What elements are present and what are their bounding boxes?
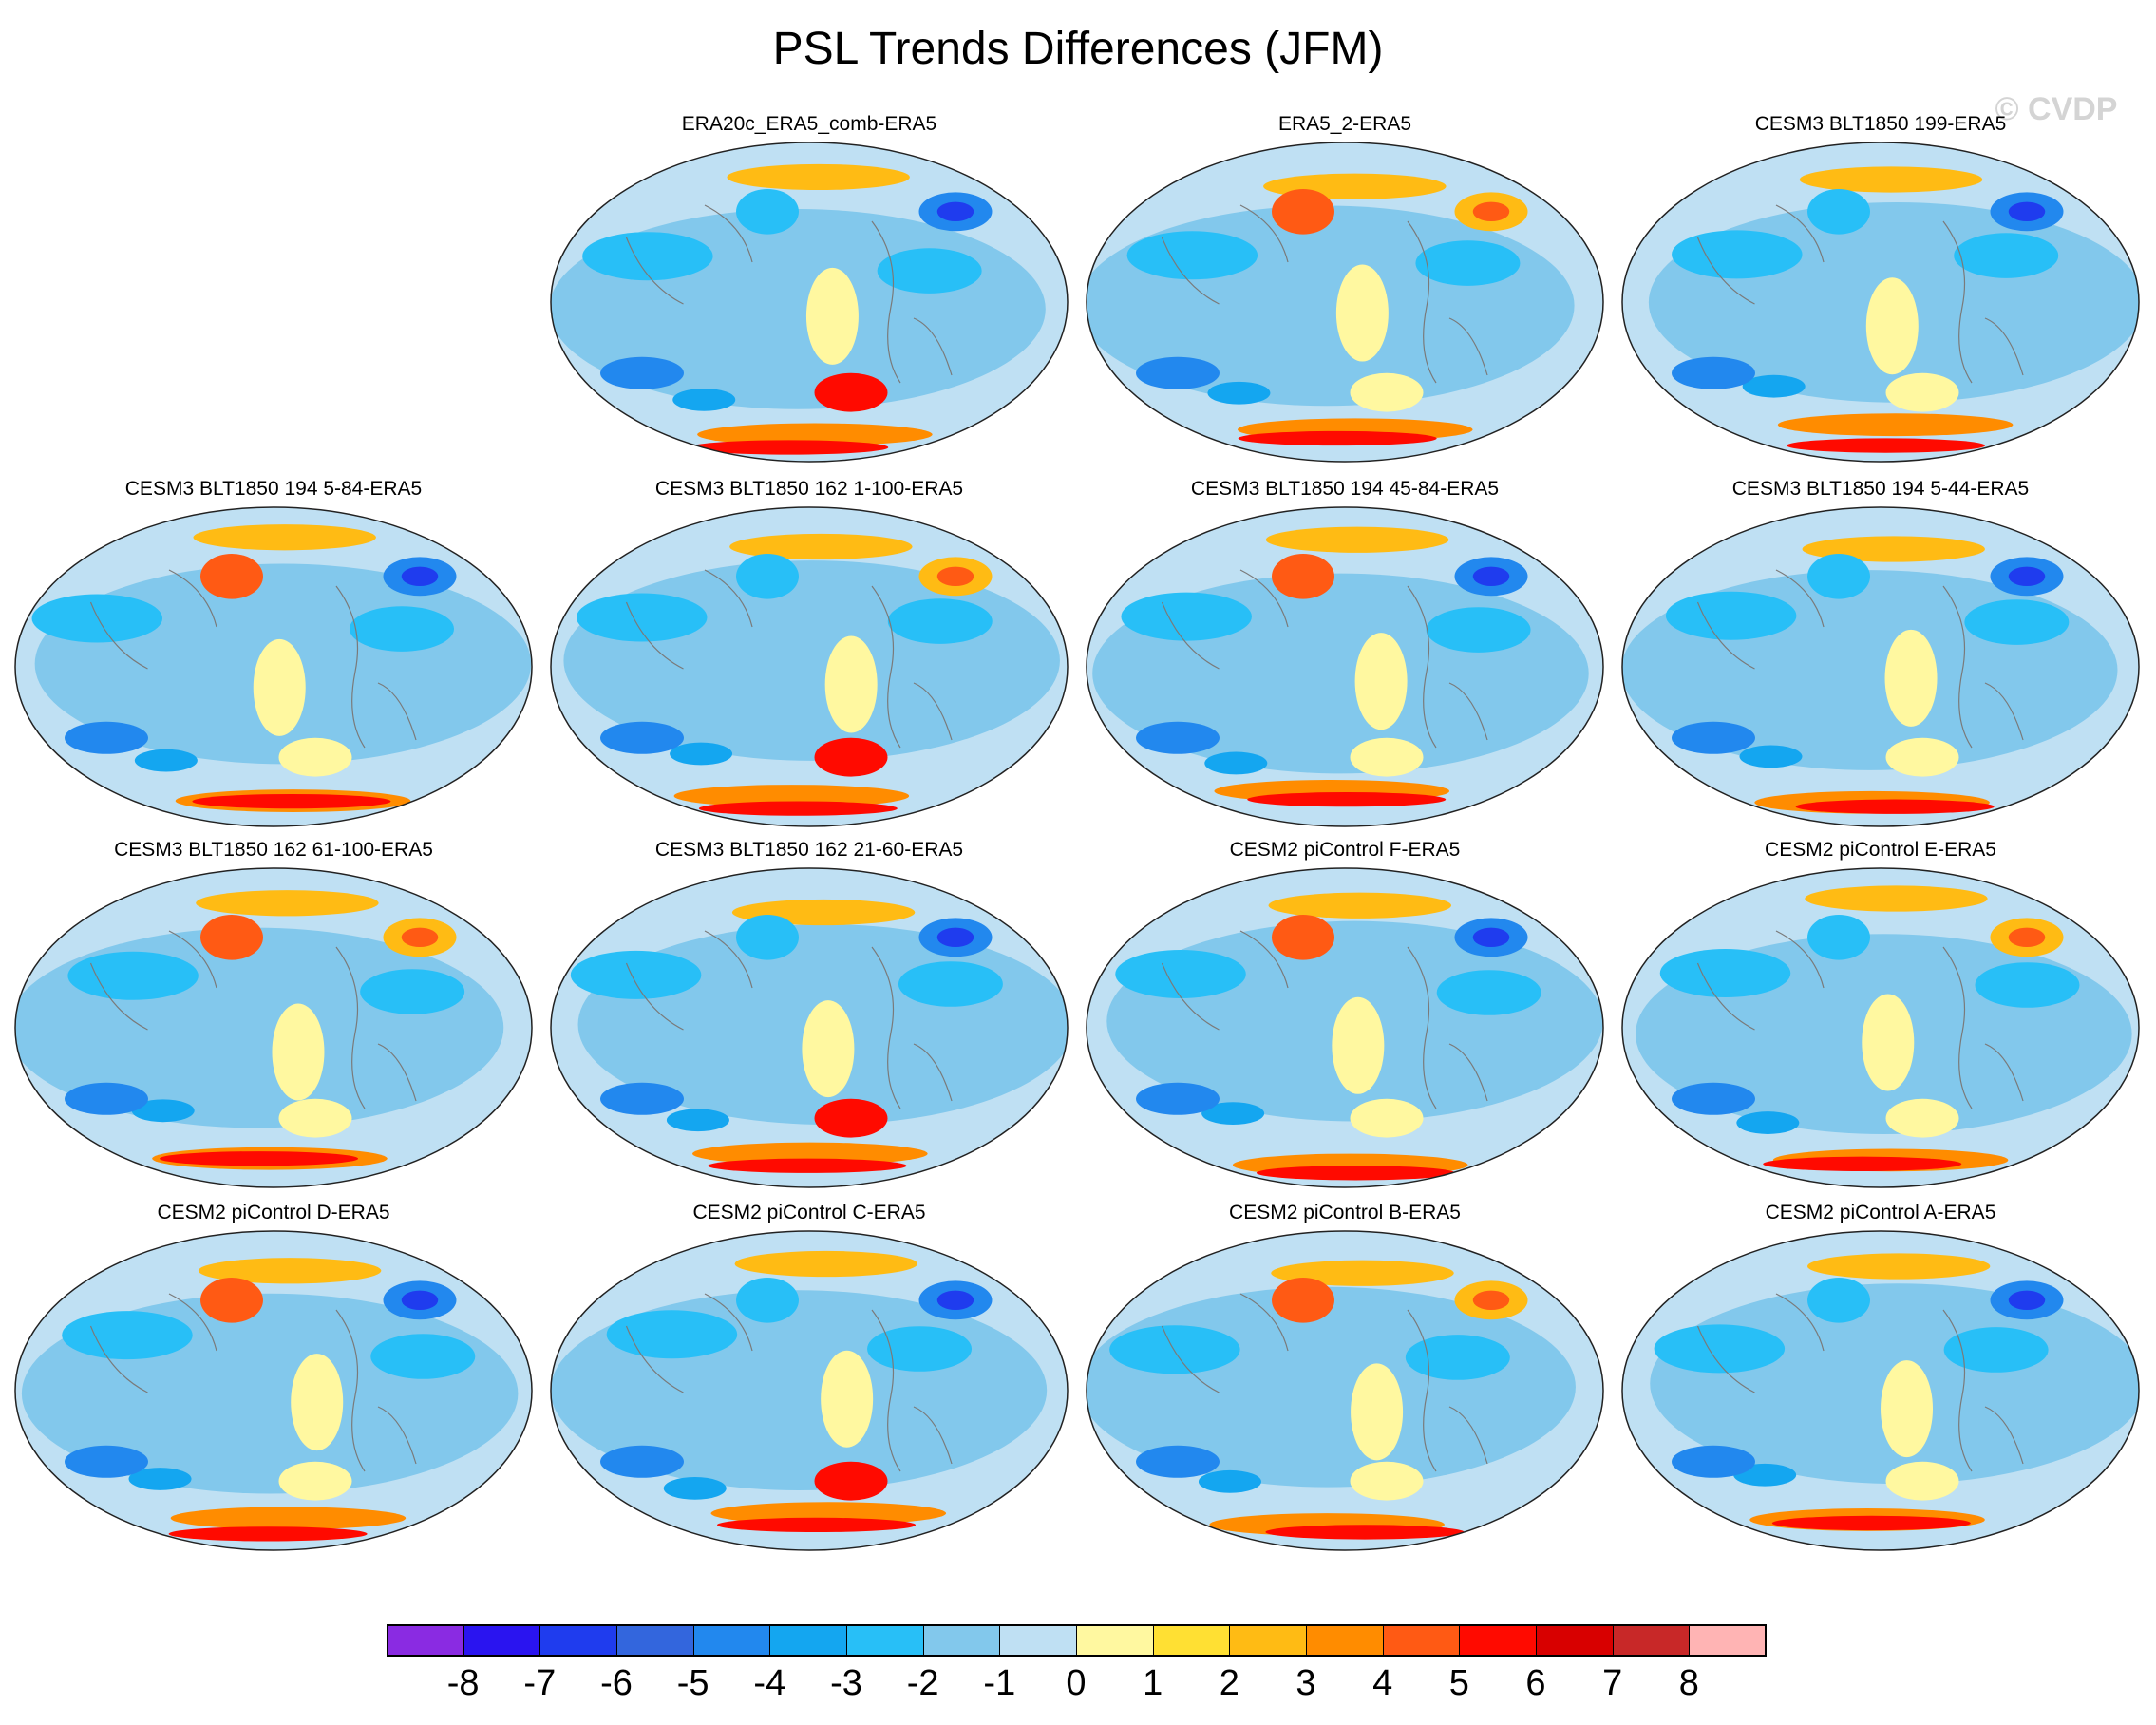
- panel-title: CESM3 BLT1850 194 5-44-ERA5: [1731, 478, 2030, 500]
- panel-title: ERA5_2-ERA5: [1277, 113, 1412, 135]
- colorbar-tick-label: 6: [1525, 1663, 1546, 1703]
- robinson-map: [1086, 142, 1604, 463]
- colorbar-swatch: [769, 1624, 847, 1657]
- colorbar-tick-label: -4: [753, 1663, 786, 1703]
- panel-title: CESM2 piControl D-ERA5: [157, 1202, 390, 1223]
- robinson-map: [1086, 1230, 1604, 1551]
- map-panel: CESM3 BLT1850 194 5-84-ERA5: [8, 477, 539, 828]
- map-panel: CESM3 BLT1850 194 5-44-ERA5: [1615, 477, 2147, 828]
- colorbar-tick-label: -2: [906, 1663, 939, 1703]
- robinson-map: [1621, 867, 2140, 1188]
- map-panel: CESM3 BLT1850 199-ERA5: [1615, 112, 2147, 464]
- colorbar-swatch: [1152, 1624, 1231, 1657]
- colorbar-swatch: [922, 1624, 1001, 1657]
- colorbar-swatch: [846, 1624, 924, 1657]
- colorbar-swatch: [387, 1624, 464, 1657]
- panel-title: CESM3 BLT1850 194 5-84-ERA5: [124, 478, 423, 500]
- colorbar-tick-label: 5: [1448, 1663, 1469, 1703]
- colorbar-tick-label: -7: [523, 1663, 557, 1703]
- robinson-map: [1086, 506, 1604, 827]
- map-panel: ERA20c_ERA5_comb-ERA5: [543, 112, 1075, 464]
- colorbar-tick-label: 0: [1066, 1663, 1087, 1703]
- robinson-map: [1621, 142, 2140, 463]
- map-panel: CESM2 piControl B-ERA5: [1079, 1201, 1611, 1552]
- robinson-map: [550, 867, 1069, 1188]
- robinson-map: [550, 506, 1069, 827]
- map-panel: CESM2 piControl A-ERA5: [1615, 1201, 2147, 1552]
- colorbar: [387, 1624, 1767, 1659]
- colorbar-tick-label: 4: [1372, 1663, 1393, 1703]
- colorbar-tick-label: -1: [983, 1663, 1016, 1703]
- colorbar-tick-label: 8: [1678, 1663, 1699, 1703]
- robinson-map: [1086, 867, 1604, 1188]
- colorbar-tick-label: -6: [600, 1663, 633, 1703]
- panel-title: CESM3 BLT1850 162 61-100-ERA5: [114, 839, 433, 861]
- panel-title: CESM2 piControl A-ERA5: [1765, 1202, 1996, 1223]
- colorbar-swatch: [1689, 1624, 1767, 1657]
- map-panel: CESM3 BLT1850 162 61-100-ERA5: [8, 838, 539, 1189]
- panel-title: ERA20c_ERA5_comb-ERA5: [681, 113, 937, 135]
- panel-title: CESM3 BLT1850 162 21-60-ERA5: [654, 839, 964, 861]
- colorbar-tick-label: 3: [1295, 1663, 1316, 1703]
- map-panel: CESM3 BLT1850 162 1-100-ERA5: [543, 477, 1075, 828]
- colorbar-tick-label: -5: [676, 1663, 709, 1703]
- panel-title: CESM2 piControl F-ERA5: [1229, 839, 1461, 861]
- robinson-map: [550, 1230, 1069, 1551]
- map-panel: CESM2 piControl C-ERA5: [543, 1201, 1075, 1552]
- map-panel: CESM2 piControl F-ERA5: [1079, 838, 1611, 1189]
- robinson-map: [550, 142, 1069, 463]
- map-panel: CESM3 BLT1850 162 21-60-ERA5: [543, 838, 1075, 1189]
- map-panel: CESM2 piControl E-ERA5: [1615, 838, 2147, 1189]
- colorbar-swatch: [616, 1624, 694, 1657]
- panel-title: CESM3 BLT1850 199-ERA5: [1754, 113, 2007, 135]
- panel-title: CESM2 piControl C-ERA5: [692, 1202, 926, 1223]
- robinson-map: [14, 506, 533, 827]
- panel-title: CESM3 BLT1850 162 1-100-ERA5: [654, 478, 964, 500]
- watermark: © CVDP: [1995, 91, 2118, 127]
- panel-title: CESM2 piControl E-ERA5: [1765, 839, 1996, 861]
- colorbar-swatch: [692, 1624, 771, 1657]
- colorbar-swatch: [1306, 1624, 1384, 1657]
- robinson-map: [1621, 1230, 2140, 1551]
- colorbar-tick-label: 7: [1602, 1663, 1623, 1703]
- colorbar-tick-label: 2: [1219, 1663, 1239, 1703]
- colorbar-swatch: [539, 1624, 617, 1657]
- robinson-map: [14, 867, 533, 1188]
- map-panel: CESM3 BLT1850 194 45-84-ERA5: [1079, 477, 1611, 828]
- figure-title: PSL Trends Differences (JFM): [772, 24, 1384, 74]
- colorbar-swatch: [999, 1624, 1077, 1657]
- map-panel: CESM2 piControl D-ERA5: [8, 1201, 539, 1552]
- colorbar-tick-label: 1: [1143, 1663, 1163, 1703]
- colorbar-swatch: [1229, 1624, 1307, 1657]
- colorbar-swatch: [1612, 1624, 1691, 1657]
- colorbar-swatch: [1459, 1624, 1537, 1657]
- panel-title: CESM2 piControl B-ERA5: [1229, 1202, 1461, 1223]
- map-panel: ERA5_2-ERA5: [1079, 112, 1611, 464]
- colorbar-swatch: [1536, 1624, 1614, 1657]
- colorbar-tick-label: -3: [830, 1663, 862, 1703]
- robinson-map: [14, 1230, 533, 1551]
- colorbar-tick-label: -8: [446, 1663, 480, 1703]
- panel-title: CESM3 BLT1850 194 45-84-ERA5: [1190, 478, 1500, 500]
- robinson-map: [1621, 506, 2140, 827]
- colorbar-swatch: [1076, 1624, 1154, 1657]
- colorbar-swatch: [1382, 1624, 1461, 1657]
- colorbar-swatch: [463, 1624, 541, 1657]
